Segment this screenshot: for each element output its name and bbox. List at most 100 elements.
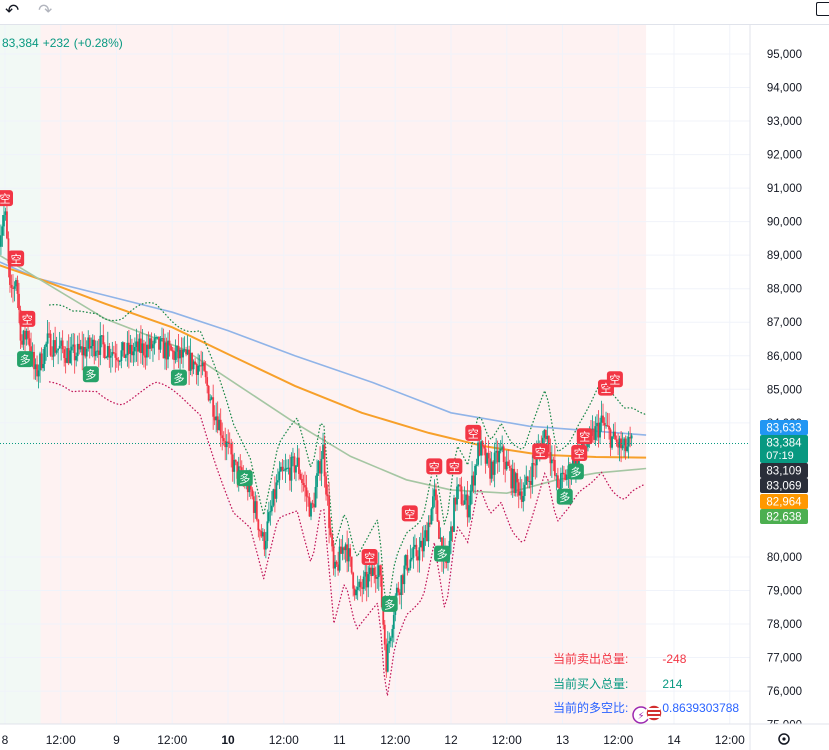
candle-body xyxy=(304,485,306,488)
candle-body xyxy=(386,643,389,672)
candle-body xyxy=(403,565,406,585)
candle-body xyxy=(546,435,549,440)
candle-body xyxy=(313,504,315,508)
candle-body xyxy=(87,337,90,349)
candle-body xyxy=(273,489,276,499)
time-tick-label: 9 xyxy=(113,733,120,747)
price-tick-label: 88,000 xyxy=(767,284,802,296)
candle-body xyxy=(347,548,350,562)
candle-body xyxy=(97,350,100,355)
undo-icon[interactable]: ↶ xyxy=(5,1,20,20)
candle-body xyxy=(161,338,163,340)
candle-body xyxy=(320,458,323,474)
candle-body xyxy=(522,495,525,502)
signal-label: 多 xyxy=(85,368,96,382)
gear-ring xyxy=(778,733,790,745)
signal-badge xyxy=(170,369,187,386)
candle-body xyxy=(623,438,626,446)
settings-gear-icon[interactable] xyxy=(778,733,790,745)
candle-body xyxy=(355,589,358,596)
candle-body xyxy=(162,338,165,359)
candle-body xyxy=(227,441,230,443)
price-tick-label: 92,000 xyxy=(767,150,802,162)
sell-signal-marker: 空 xyxy=(571,445,588,462)
sell-signal-marker: 空 xyxy=(0,190,13,207)
candle-body xyxy=(81,346,84,356)
countdown-label-text: 07:19 xyxy=(766,450,794,462)
candle-body xyxy=(25,330,28,340)
candle-body xyxy=(456,486,458,505)
candle-body xyxy=(275,482,278,499)
candle-body xyxy=(293,456,296,473)
candle-body xyxy=(465,494,467,501)
candle-body xyxy=(6,211,8,239)
candle-body xyxy=(418,547,421,561)
candle-body xyxy=(210,397,213,400)
candle-body xyxy=(18,293,20,310)
signal-label: 空 xyxy=(429,460,440,474)
candle-body xyxy=(556,475,559,488)
candle-body xyxy=(58,345,61,349)
flag-icons: ⚡ xyxy=(632,704,663,724)
candle-body xyxy=(141,343,144,354)
candle-body xyxy=(468,505,470,518)
window-icon[interactable] xyxy=(816,2,829,16)
candle-body xyxy=(549,452,552,464)
candle-body xyxy=(534,464,537,466)
candle-body xyxy=(132,351,135,356)
candle-body xyxy=(314,486,317,508)
candle-body xyxy=(22,330,25,345)
candle-body xyxy=(270,505,273,512)
candle-body xyxy=(459,484,461,487)
signal-badge xyxy=(434,545,451,562)
candle-body xyxy=(36,364,38,377)
candle-body xyxy=(326,494,329,497)
time-tick-label: 12:00 xyxy=(715,733,745,747)
candle-body xyxy=(263,532,266,550)
candle-body xyxy=(260,531,263,537)
signal-label: 多 xyxy=(239,472,250,486)
candle-body xyxy=(505,461,508,470)
buy-signal-marker: 多 xyxy=(82,366,99,383)
candle-body xyxy=(103,344,106,359)
candle-body xyxy=(331,535,333,547)
candle-body xyxy=(407,568,410,571)
signal-badge xyxy=(606,371,623,388)
candle-body xyxy=(48,333,50,335)
candle-body xyxy=(487,453,490,459)
candle-body xyxy=(603,422,606,426)
candle-body xyxy=(495,450,498,453)
candle-body xyxy=(34,364,37,370)
candle-body xyxy=(559,473,562,490)
candle-body xyxy=(197,365,200,375)
buy-signal-marker: 多 xyxy=(434,545,451,562)
candle-body xyxy=(325,476,327,495)
candle-body xyxy=(177,345,180,359)
candle-body xyxy=(376,577,379,579)
candle-body xyxy=(108,346,111,358)
candle-body xyxy=(112,352,115,354)
candle-body xyxy=(144,355,147,358)
candle-body xyxy=(9,263,11,285)
candle-body xyxy=(435,489,437,501)
redo-icon[interactable]: ↷ xyxy=(38,1,53,20)
candle-body xyxy=(251,489,254,497)
candle-body xyxy=(266,521,269,542)
price-tick-label: 79,000 xyxy=(767,585,802,597)
candle-body xyxy=(305,487,308,497)
candle-body xyxy=(484,448,487,464)
time-tick-label: 12:00 xyxy=(46,733,76,747)
candle-body xyxy=(114,353,117,358)
candle-body xyxy=(216,416,219,431)
candle-body xyxy=(612,431,615,437)
sell-volume-label: 当前卖出总量: xyxy=(553,652,629,666)
time-tick-label: 12:00 xyxy=(380,733,410,747)
candle-body xyxy=(526,476,529,482)
time-tick-label: 13 xyxy=(556,733,570,747)
candle-body xyxy=(520,491,523,502)
candle-body xyxy=(398,592,401,596)
signal-badge xyxy=(576,428,593,445)
